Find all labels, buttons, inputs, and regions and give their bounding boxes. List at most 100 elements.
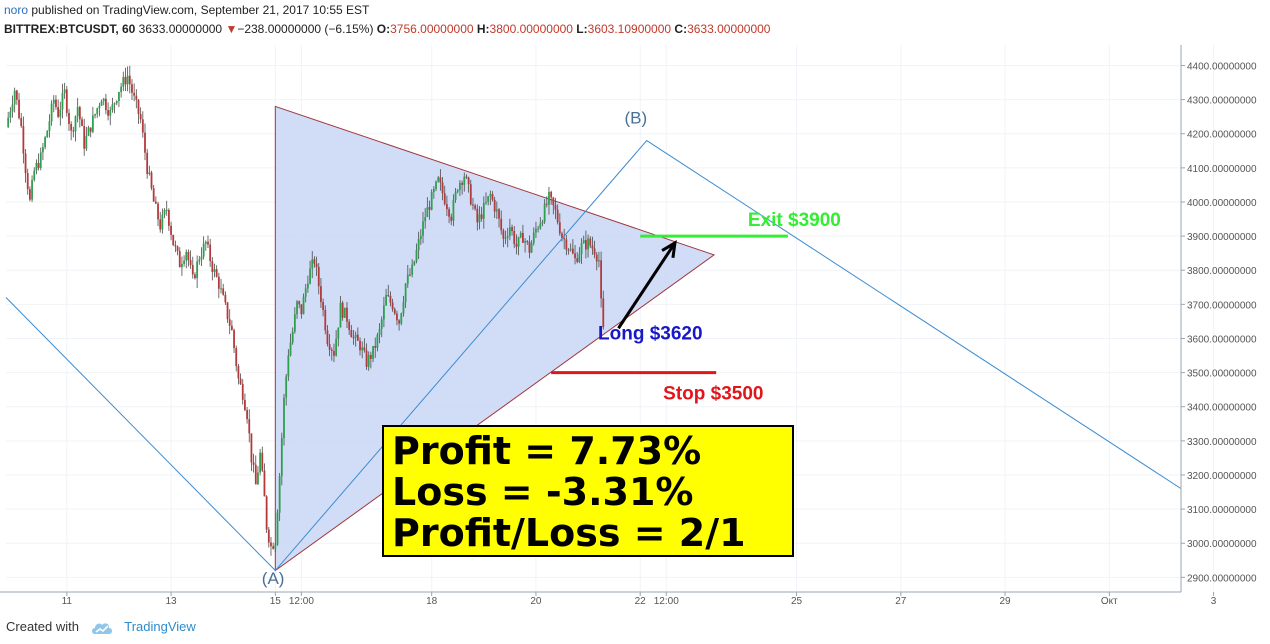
candle-body bbox=[406, 274, 409, 284]
candle-body bbox=[220, 288, 222, 290]
candle-body bbox=[598, 260, 600, 262]
candle-body bbox=[230, 325, 233, 331]
candle-body bbox=[272, 546, 275, 549]
candle-body bbox=[337, 327, 340, 339]
y-tick-label: 3300.00000000 bbox=[1187, 437, 1257, 448]
candlestick-series bbox=[7, 65, 605, 556]
candle-body bbox=[498, 209, 500, 219]
x-tick-label: 20 bbox=[530, 596, 542, 607]
candle-body bbox=[548, 191, 550, 205]
candle-body bbox=[372, 345, 374, 359]
candle-body bbox=[61, 93, 64, 110]
candle-body bbox=[283, 397, 285, 438]
candle-body bbox=[118, 92, 120, 102]
close-value: 3633.00000000 bbox=[687, 22, 771, 36]
candle-body bbox=[141, 119, 144, 133]
candle-body bbox=[237, 366, 240, 379]
wave-lines[interactable]: (A) (B) bbox=[5, 108, 1182, 588]
x-tick-label: 3 bbox=[1211, 596, 1217, 607]
candle-body bbox=[246, 410, 248, 420]
candle-body bbox=[263, 470, 266, 497]
profit-text: Profit = 7.73% bbox=[392, 429, 702, 473]
candle-body bbox=[511, 227, 513, 232]
candle-body bbox=[68, 112, 70, 124]
y-tick-label: 3100.00000000 bbox=[1187, 505, 1257, 516]
candle-body bbox=[191, 264, 194, 275]
candle-body bbox=[33, 170, 36, 180]
candle-body bbox=[267, 529, 270, 543]
candle-body bbox=[461, 182, 463, 185]
candle-body bbox=[46, 130, 49, 138]
candle-body bbox=[287, 355, 290, 377]
candle-body bbox=[39, 152, 42, 168]
candle-body bbox=[189, 260, 192, 265]
candle-body bbox=[539, 223, 542, 229]
candle-body bbox=[161, 214, 164, 230]
candle-body bbox=[57, 107, 60, 117]
candle-body bbox=[20, 118, 23, 127]
candle-body bbox=[352, 337, 355, 339]
candle-body bbox=[270, 542, 272, 547]
candle-body bbox=[291, 331, 294, 343]
candle-body bbox=[489, 194, 492, 197]
candle-body bbox=[48, 121, 51, 131]
candle-body bbox=[591, 245, 594, 249]
candle-body bbox=[515, 243, 518, 247]
candle-body bbox=[11, 104, 14, 112]
wave-line[interactable] bbox=[5, 139, 1182, 572]
candle-body bbox=[367, 354, 370, 367]
candle-body bbox=[9, 111, 12, 118]
candle-body bbox=[326, 330, 329, 345]
candle-body bbox=[439, 177, 442, 183]
candle-body bbox=[387, 294, 390, 296]
candle-body bbox=[55, 99, 57, 108]
candle-body bbox=[328, 344, 331, 350]
candle-body bbox=[72, 130, 75, 132]
candle-body bbox=[469, 184, 472, 205]
candle-body bbox=[411, 264, 414, 275]
candle-body bbox=[322, 302, 324, 310]
candle-body bbox=[404, 283, 407, 302]
candle-body bbox=[413, 261, 416, 265]
candle-body bbox=[409, 274, 411, 276]
stop-label: Stop $3500 bbox=[663, 384, 763, 405]
candle-body bbox=[183, 260, 185, 264]
candle-body bbox=[26, 173, 29, 190]
candle-body bbox=[309, 268, 311, 284]
candle-body bbox=[109, 109, 112, 116]
tradingview-link[interactable]: TradingView bbox=[124, 619, 196, 634]
candle-body bbox=[31, 179, 33, 200]
candle-body bbox=[274, 544, 277, 549]
candle-body bbox=[428, 207, 431, 210]
candle-body bbox=[535, 228, 537, 233]
candle-body bbox=[491, 194, 494, 200]
candle-body bbox=[380, 319, 383, 329]
candle-body bbox=[430, 191, 433, 210]
candle-body bbox=[335, 338, 338, 356]
x-tick-label: 29 bbox=[1000, 596, 1012, 607]
candle-body bbox=[215, 269, 218, 277]
candle-body bbox=[7, 117, 10, 127]
candle-body bbox=[528, 241, 531, 253]
candle-body bbox=[302, 296, 305, 315]
candle-body bbox=[250, 433, 253, 463]
candle-body bbox=[202, 243, 205, 257]
low-value: 3603.10900000 bbox=[587, 22, 672, 36]
long-arrow-head-icon bbox=[661, 240, 677, 258]
candle-body bbox=[448, 209, 450, 217]
candle-body bbox=[37, 162, 40, 168]
candle-body bbox=[519, 233, 522, 238]
long-arrow-line[interactable] bbox=[617, 242, 677, 330]
candle-body bbox=[391, 302, 394, 310]
trade-levels[interactable]: Exit $3900 Stop $3500 Long $3620 bbox=[551, 210, 841, 405]
candle-body bbox=[154, 201, 157, 204]
author-name[interactable]: noro bbox=[4, 3, 29, 17]
candle-body bbox=[504, 237, 507, 239]
candle-body bbox=[135, 95, 138, 100]
candle-body bbox=[363, 347, 366, 351]
candle-body bbox=[280, 437, 283, 477]
candle-body bbox=[374, 345, 377, 348]
x-tick-label: 13 bbox=[166, 596, 178, 607]
candle-body bbox=[402, 301, 405, 314]
tradingview-cloud-icon[interactable] bbox=[91, 621, 113, 635]
